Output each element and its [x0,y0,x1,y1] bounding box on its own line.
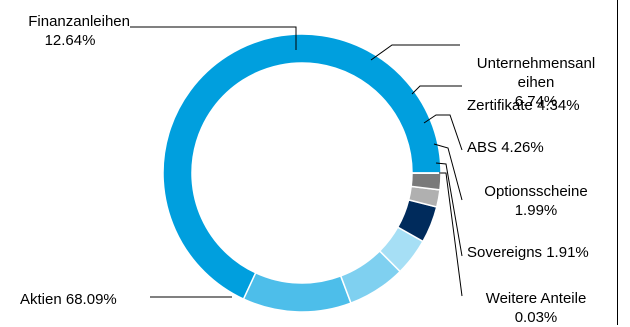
leader-line-zertifikate [412,86,462,94]
label-aktien: Aktien 68.09% [20,290,117,309]
label-optionsscheine-name: Optionsscheine [462,182,610,201]
label-unternehmensanleihen-name: Unternehmensanl eihen [477,55,595,91]
slice-sovereigns [411,173,441,190]
slices-group [163,34,441,312]
label-sovereigns-value: 1.91% [546,244,589,261]
label-sovereigns: Sovereigns 1.91% [467,243,612,262]
label-aktien-name: Aktien [20,291,62,308]
label-optionsscheine: Optionsscheine 1.99% [462,182,610,220]
label-zertifikate-name: Zertifikate [467,97,533,114]
frame-border-right [617,0,618,325]
label-sovereigns-name: Sovereigns [467,244,542,261]
slice-finanzanleihen [244,273,351,312]
label-abs-value: 4.26% [501,139,544,156]
label-weitere-anteile-value: 0.03% [462,308,610,327]
label-finanzanleihen: Finanzanleihen 12.64% [10,12,130,50]
label-abs: ABS 4.26% [467,138,544,157]
label-weitere-anteile: Weitere Anteile 0.03% [462,289,610,327]
label-aktien-value: 68.09% [66,291,117,308]
leader-line-unternehmensanleihen [371,45,460,60]
label-finanzanleihen-value: 12.64% [10,31,130,50]
label-optionsscheine-value: 1.99% [462,201,610,220]
label-abs-name: ABS [467,139,497,156]
label-finanzanleihen-name: Finanzanleihen [10,12,130,31]
label-zertifikate: Zertifikate 4.34% [467,96,580,115]
label-zertifikate-value: 4.34% [537,97,580,114]
label-weitere-anteile-name: Weitere Anteile [462,289,610,308]
